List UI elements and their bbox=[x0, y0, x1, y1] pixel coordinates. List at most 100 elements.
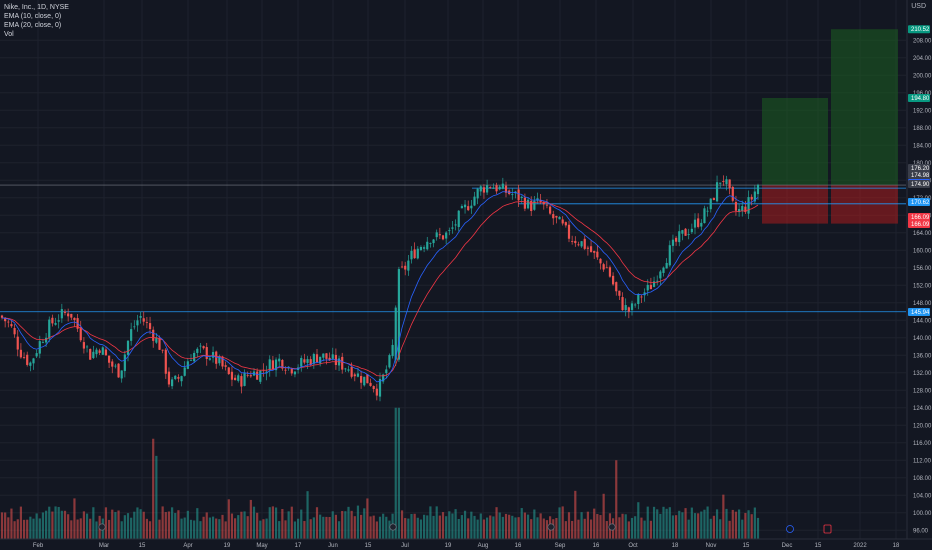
volume-bar bbox=[193, 520, 196, 539]
volume-bar bbox=[423, 514, 426, 539]
volume-bar bbox=[117, 510, 120, 539]
volume-bar bbox=[205, 512, 208, 539]
candle-body bbox=[577, 244, 580, 246]
candle-body bbox=[164, 349, 167, 374]
candle-body bbox=[719, 182, 722, 184]
x-tick-label: 16 bbox=[593, 543, 600, 549]
volume-bar bbox=[530, 519, 533, 539]
volume-bar bbox=[240, 511, 243, 539]
volume-bar bbox=[482, 519, 486, 539]
volume-bar bbox=[161, 506, 164, 539]
volume-bar bbox=[448, 511, 451, 539]
candle-body bbox=[145, 322, 148, 324]
candle-body bbox=[22, 357, 26, 358]
volume-bar bbox=[700, 511, 703, 539]
volume-bar bbox=[237, 515, 240, 539]
candle-body bbox=[700, 222, 703, 227]
volume-bar bbox=[460, 515, 463, 539]
candle-body bbox=[413, 249, 416, 259]
candle-body bbox=[561, 219, 564, 224]
candle-body bbox=[523, 197, 526, 209]
event-marker bbox=[823, 524, 832, 534]
volume-bar bbox=[656, 509, 659, 539]
candle-body bbox=[268, 359, 271, 371]
candle-body bbox=[189, 360, 193, 361]
volume-bar bbox=[271, 506, 274, 539]
x-tick-label: 19 bbox=[445, 543, 452, 549]
x-tick-label: 17 bbox=[295, 543, 302, 549]
earnings-marker bbox=[786, 525, 794, 533]
candle-body bbox=[391, 344, 394, 357]
candle-body bbox=[596, 251, 599, 258]
volume-bar bbox=[79, 518, 82, 539]
candle-body bbox=[0, 315, 4, 318]
candle-body bbox=[274, 359, 278, 371]
y-tick-label: 116.00 bbox=[913, 441, 932, 447]
volume-bar bbox=[372, 515, 375, 539]
candle-body bbox=[397, 269, 400, 360]
volume-bar bbox=[259, 520, 262, 539]
candle-body bbox=[95, 349, 98, 355]
volume-bar bbox=[287, 511, 290, 539]
candle-body bbox=[284, 369, 287, 371]
volume-bar bbox=[211, 516, 215, 539]
candle-body bbox=[259, 370, 262, 382]
candle-body bbox=[605, 267, 608, 269]
candle-body bbox=[4, 317, 7, 322]
dividend-marker bbox=[98, 523, 106, 531]
candle-body bbox=[312, 354, 315, 364]
candle-body bbox=[703, 208, 706, 224]
volume-bar bbox=[492, 516, 495, 539]
y-tick-label: 192.00 bbox=[913, 108, 932, 114]
volume-bar bbox=[511, 515, 514, 539]
y-tick-label: 136.00 bbox=[913, 353, 932, 359]
y-tick-label: 120.00 bbox=[913, 423, 932, 429]
candle-body bbox=[542, 201, 545, 205]
candle-body bbox=[549, 206, 552, 214]
volume-bar bbox=[148, 521, 152, 539]
volume-bar bbox=[599, 515, 602, 539]
volume-bar bbox=[164, 512, 167, 539]
candle-body bbox=[652, 281, 656, 287]
candle-body bbox=[265, 371, 268, 374]
chart-legend: Nike, Inc., 1D, NYSE EMA (10, close, 0) … bbox=[4, 3, 69, 39]
volume-bar bbox=[29, 516, 32, 539]
volume-bar bbox=[215, 518, 218, 539]
volume-bar bbox=[479, 513, 482, 539]
volume-bar bbox=[334, 514, 337, 539]
candle-body bbox=[467, 206, 470, 211]
candle-body bbox=[92, 351, 95, 358]
candle-body bbox=[608, 267, 612, 277]
volume-bar bbox=[67, 514, 70, 539]
volume-bar bbox=[687, 519, 690, 539]
y-tick-label: 204.00 bbox=[913, 56, 932, 62]
candle-body bbox=[114, 365, 117, 367]
volume-bar bbox=[649, 520, 652, 539]
candle-body bbox=[624, 305, 627, 311]
y-tick-label: 208.00 bbox=[913, 38, 932, 44]
candle-body bbox=[407, 260, 410, 271]
candle-body bbox=[671, 239, 675, 246]
volume-bar bbox=[665, 508, 668, 539]
volume-bar bbox=[627, 521, 630, 539]
volume-bar bbox=[536, 517, 539, 539]
candle-body bbox=[747, 197, 750, 214]
price-tag bbox=[908, 213, 930, 221]
price-tag bbox=[908, 198, 930, 206]
candle-body bbox=[432, 239, 435, 244]
volume-bar bbox=[174, 513, 177, 539]
volume-bar bbox=[533, 509, 536, 539]
candle-body bbox=[256, 371, 259, 380]
candle-body bbox=[293, 371, 297, 375]
x-tick-label: Feb bbox=[33, 543, 44, 549]
candle-body bbox=[454, 224, 457, 226]
volume-bar bbox=[19, 506, 22, 539]
candle-body bbox=[404, 265, 407, 270]
dividend-marker bbox=[608, 523, 616, 531]
candle-body bbox=[237, 375, 240, 381]
volume-bar bbox=[85, 513, 89, 539]
volume-bar bbox=[542, 518, 545, 539]
x-tick-label: 15 bbox=[365, 543, 372, 549]
x-tick-label: Apr bbox=[183, 543, 192, 549]
